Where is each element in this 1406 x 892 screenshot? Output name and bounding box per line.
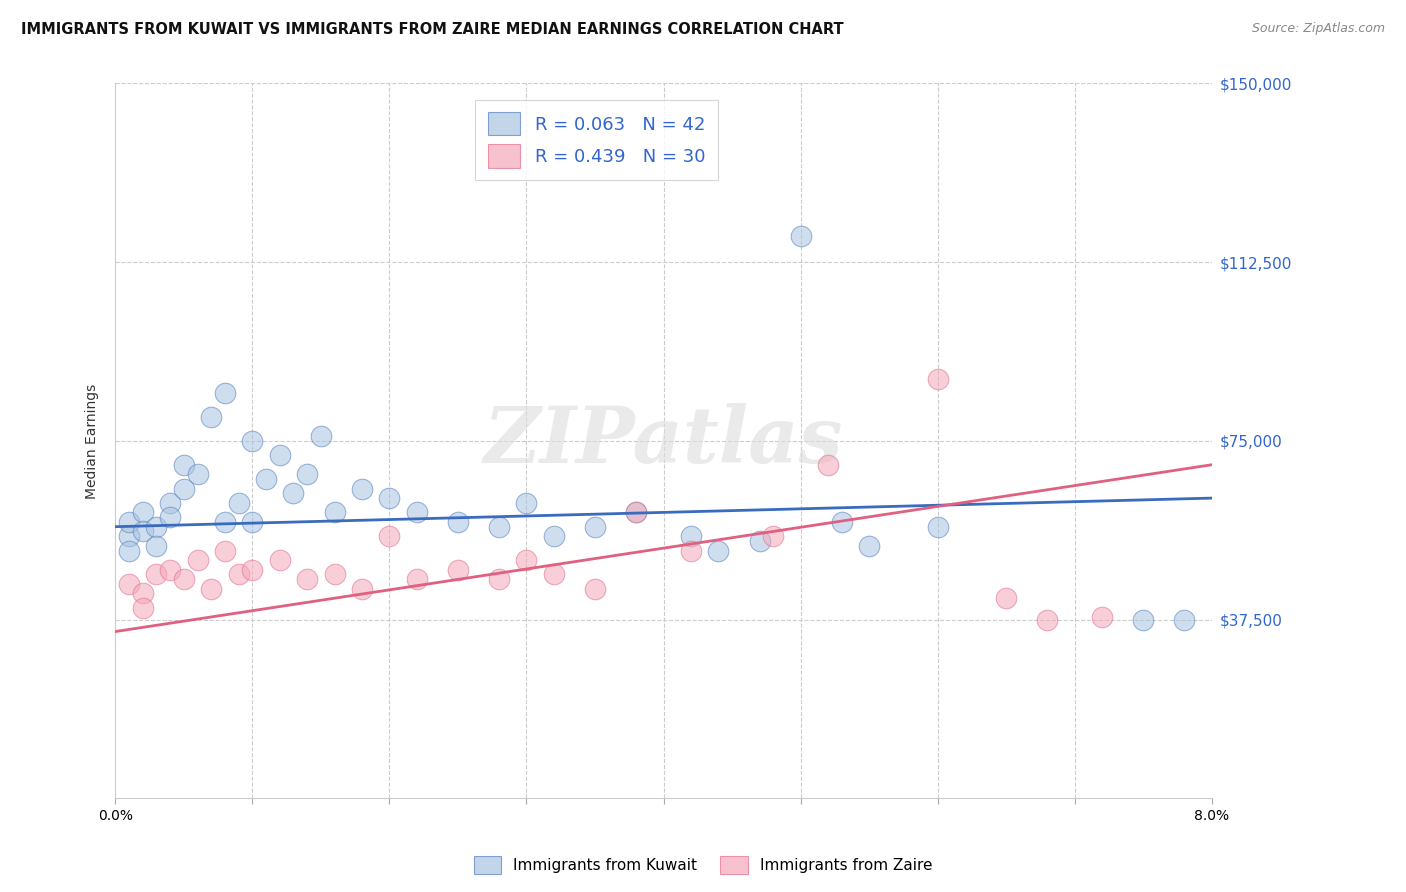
Point [173, 572, 195, 586]
Point [447, 563, 470, 577]
Point [186, 553, 208, 567]
Point [323, 567, 346, 582]
Point [240, 434, 263, 448]
Point [583, 582, 606, 596]
Point [350, 582, 373, 596]
Point [295, 572, 318, 586]
Point [583, 519, 606, 533]
Point [186, 467, 208, 482]
Point [995, 591, 1018, 606]
Point [118, 515, 141, 529]
Point [269, 448, 291, 462]
Point [131, 600, 153, 615]
Point [131, 586, 153, 600]
Point [295, 467, 318, 482]
Point [927, 519, 949, 533]
Point [200, 582, 222, 596]
Point [624, 505, 647, 519]
Point [817, 458, 839, 472]
Point [707, 543, 730, 558]
Point [309, 429, 332, 443]
Point [145, 519, 167, 533]
Point [118, 577, 141, 591]
Point [515, 496, 537, 510]
Y-axis label: Median Earnings: Median Earnings [86, 384, 100, 499]
Point [543, 567, 565, 582]
Point [159, 496, 181, 510]
Point [228, 496, 250, 510]
Point [927, 372, 949, 386]
Point [405, 505, 427, 519]
Legend: R = 0.063   N = 42, R = 0.439   N = 30: R = 0.063 N = 42, R = 0.439 N = 30 [475, 100, 718, 180]
Point [118, 543, 141, 558]
Point [762, 529, 785, 543]
Point [789, 229, 811, 244]
Point [200, 410, 222, 425]
Point [131, 505, 153, 519]
Legend: Immigrants from Kuwait, Immigrants from Zaire: Immigrants from Kuwait, Immigrants from … [467, 850, 939, 880]
Point [173, 482, 195, 496]
Point [159, 563, 181, 577]
Point [323, 505, 346, 519]
Point [1036, 613, 1059, 627]
Point [543, 529, 565, 543]
Text: ZIPatlas: ZIPatlas [484, 402, 844, 479]
Point [214, 515, 236, 529]
Point [283, 486, 305, 500]
Point [679, 529, 702, 543]
Point [145, 567, 167, 582]
Point [159, 510, 181, 524]
Point [1173, 613, 1195, 627]
Text: IMMIGRANTS FROM KUWAIT VS IMMIGRANTS FROM ZAIRE MEDIAN EARNINGS CORRELATION CHAR: IMMIGRANTS FROM KUWAIT VS IMMIGRANTS FRO… [21, 22, 844, 37]
Point [378, 491, 401, 505]
Point [624, 505, 647, 519]
Point [240, 515, 263, 529]
Point [254, 472, 277, 486]
Point [1091, 610, 1114, 624]
Point [488, 519, 510, 533]
Point [405, 572, 427, 586]
Point [240, 563, 263, 577]
Point [447, 515, 470, 529]
Point [858, 539, 880, 553]
Point [679, 543, 702, 558]
Point [145, 539, 167, 553]
Text: Source: ZipAtlas.com: Source: ZipAtlas.com [1251, 22, 1385, 36]
Point [228, 567, 250, 582]
Point [173, 458, 195, 472]
Point [378, 529, 401, 543]
Point [269, 553, 291, 567]
Point [131, 524, 153, 539]
Point [831, 515, 853, 529]
Point [1132, 613, 1154, 627]
Point [515, 553, 537, 567]
Point [488, 572, 510, 586]
Point [214, 386, 236, 401]
Point [118, 529, 141, 543]
Point [350, 482, 373, 496]
Point [214, 543, 236, 558]
Point [748, 533, 770, 548]
